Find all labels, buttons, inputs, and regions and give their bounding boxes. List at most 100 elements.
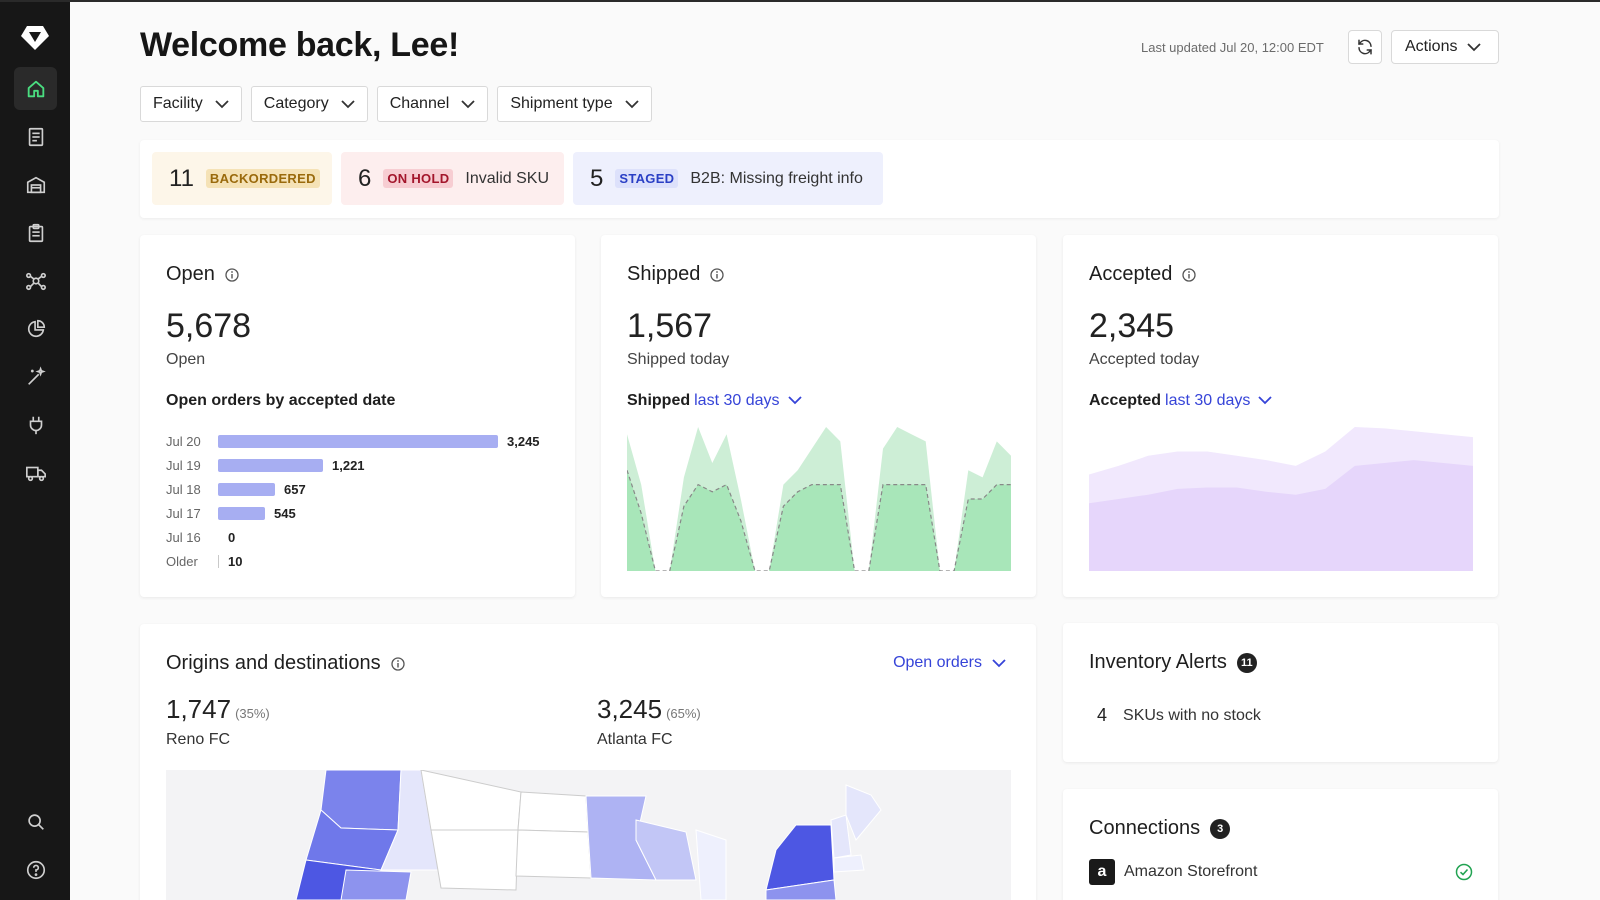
- filter-label: Category: [263, 95, 329, 112]
- card-title: Connections 3: [1089, 817, 1231, 840]
- bar[interactable]: [218, 506, 265, 520]
- bar-row: Jul 20 3,245: [166, 429, 540, 453]
- inventory-alerts-card: Inventory Alerts 11 4 SKUs with no stock: [1063, 623, 1498, 762]
- bar-value-label: 657: [284, 481, 306, 497]
- sidebar-item-help[interactable]: [14, 848, 57, 891]
- chart-label: Accepted: [1089, 392, 1162, 409]
- refresh-button[interactable]: [1348, 30, 1382, 64]
- filter-shipment-type[interactable]: Shipment type: [497, 86, 652, 122]
- shipped-count: 1,567: [627, 307, 713, 345]
- alert-text: SKUs with no stock: [1123, 706, 1261, 724]
- card-title-text: Origins and destinations: [166, 652, 381, 674]
- info-icon[interactable]: [390, 656, 405, 671]
- comparison-dashed-line: [627, 470, 1011, 571]
- bar-category-label: Older: [166, 553, 198, 569]
- sidebar-item-tasks[interactable]: [14, 211, 57, 254]
- sidebar-item-orders[interactable]: [14, 115, 57, 158]
- status-on-hold[interactable]: 6 ON HOLD Invalid SKU: [341, 152, 564, 205]
- chevron-down-icon: [341, 99, 355, 108]
- sidebar-item-home[interactable]: [14, 67, 57, 110]
- info-icon[interactable]: [225, 267, 239, 282]
- warehouse-icon: [26, 176, 45, 193]
- bar-value-label: 545: [274, 505, 296, 521]
- alert-row[interactable]: 4 SKUs with no stock: [1097, 705, 1261, 726]
- bar-row: Older 10: [166, 549, 242, 573]
- amazon-logo-icon: a: [1089, 859, 1115, 885]
- refresh-icon: [1358, 39, 1372, 55]
- range-link[interactable]: last 30 days: [694, 392, 780, 409]
- map-state-pennsylvania: [765, 879, 837, 900]
- truck-icon: [25, 466, 46, 481]
- connection-item[interactable]: a Amazon Storefront: [1089, 859, 1473, 885]
- chevron-down-icon: [1258, 396, 1273, 405]
- accepted-card: Accepted 2,345 Accepted today Accepted la…: [1063, 235, 1498, 597]
- status-staged[interactable]: 5 STAGED B2B: Missing freight info: [573, 152, 883, 205]
- bar[interactable]: [218, 458, 323, 472]
- filter-label: Shipment type: [510, 95, 613, 112]
- map-state-wyoming: [430, 829, 519, 891]
- filter-category[interactable]: Category: [250, 86, 368, 122]
- facility-percent: (35%): [235, 706, 270, 721]
- card-title-text: Shipped: [627, 263, 701, 285]
- sidebar-item-shipping[interactable]: [14, 451, 57, 494]
- bar[interactable]: [218, 482, 275, 496]
- filter-label: Facility: [153, 95, 203, 112]
- sidebar-item-analytics[interactable]: [14, 307, 57, 350]
- facility-stat-atlanta: 3,245 (65%) Atlanta FC: [597, 694, 701, 749]
- card-title: Inventory Alerts 11: [1089, 651, 1257, 674]
- orders-type-dropdown[interactable]: Open orders: [893, 654, 1006, 672]
- sidebar-item-automations[interactable]: [14, 355, 57, 398]
- open-count: 5,678: [166, 307, 252, 345]
- sidebar-item-warehouse[interactable]: [14, 163, 57, 206]
- map-state-michigan: [695, 829, 727, 900]
- card-title-text: Connections: [1089, 817, 1201, 839]
- bar-value-label: 1,221: [332, 457, 365, 473]
- filter-channel[interactable]: Channel: [376, 86, 489, 122]
- sidebar-item-search[interactable]: [14, 800, 57, 843]
- facility-count: 1,747: [166, 694, 232, 724]
- card-title: Origins and destinations: [166, 652, 405, 675]
- facility-count: 3,245: [597, 694, 663, 724]
- chevron-down-icon: [787, 396, 802, 405]
- us-choropleth-map[interactable]: [166, 770, 1011, 900]
- status-message: B2B: Missing freight info: [690, 169, 863, 187]
- card-title: Shipped: [627, 263, 725, 286]
- map-state-maine: [845, 784, 882, 841]
- status-message: Invalid SKU: [465, 169, 549, 187]
- bar-category-label: Jul 17: [166, 505, 201, 521]
- origins-destinations-card: Origins and destinations Open orders 1,7…: [140, 624, 1036, 900]
- help-icon: [26, 860, 45, 879]
- range-link[interactable]: last 30 days: [1165, 392, 1251, 409]
- sidebar-item-network[interactable]: [14, 259, 57, 302]
- status-badge: ON HOLD: [383, 169, 454, 188]
- actions-dropdown-button[interactable]: Actions: [1391, 30, 1499, 64]
- bar-value-label: 3,245: [507, 433, 540, 449]
- clipboard-icon: [28, 223, 43, 242]
- bar-row: Jul 19 1,221: [166, 453, 365, 477]
- chart-label: Shipped: [627, 392, 691, 409]
- card-title-text: Accepted: [1089, 263, 1173, 285]
- accepted-range-selector[interactable]: Accepted last 30 days: [1089, 392, 1273, 410]
- open-orders-card: Open 5,678 Open Open orders by accepted …: [140, 235, 575, 597]
- status-strip: 11 BACKORDERED 6 ON HOLD Invalid SKU 5 S…: [140, 140, 1499, 218]
- bar[interactable]: [218, 554, 219, 568]
- sidebar-item-integrations[interactable]: [14, 403, 57, 446]
- accepted-area-chart: [1089, 427, 1473, 571]
- chevron-down-icon: [461, 99, 475, 108]
- bar[interactable]: [218, 531, 219, 544]
- map-state-nevada: [340, 869, 412, 900]
- map-state-south-dakota: [515, 829, 592, 879]
- open-chart-title: Open orders by accepted date: [166, 392, 396, 409]
- accepted-label: Accepted today: [1089, 351, 1200, 368]
- filter-facility[interactable]: Facility: [140, 86, 242, 122]
- home-icon: [27, 80, 44, 97]
- info-icon[interactable]: [710, 267, 725, 282]
- search-icon: [27, 813, 44, 830]
- orders-type-label: Open orders: [893, 654, 982, 671]
- bar[interactable]: [218, 434, 498, 448]
- shipped-area-chart: [627, 427, 1011, 571]
- app-logo-icon[interactable]: [19, 24, 51, 52]
- info-icon[interactable]: [1182, 267, 1197, 282]
- status-backordered[interactable]: 11 BACKORDERED: [152, 152, 332, 205]
- shipped-range-selector[interactable]: Shipped last 30 days: [627, 392, 802, 410]
